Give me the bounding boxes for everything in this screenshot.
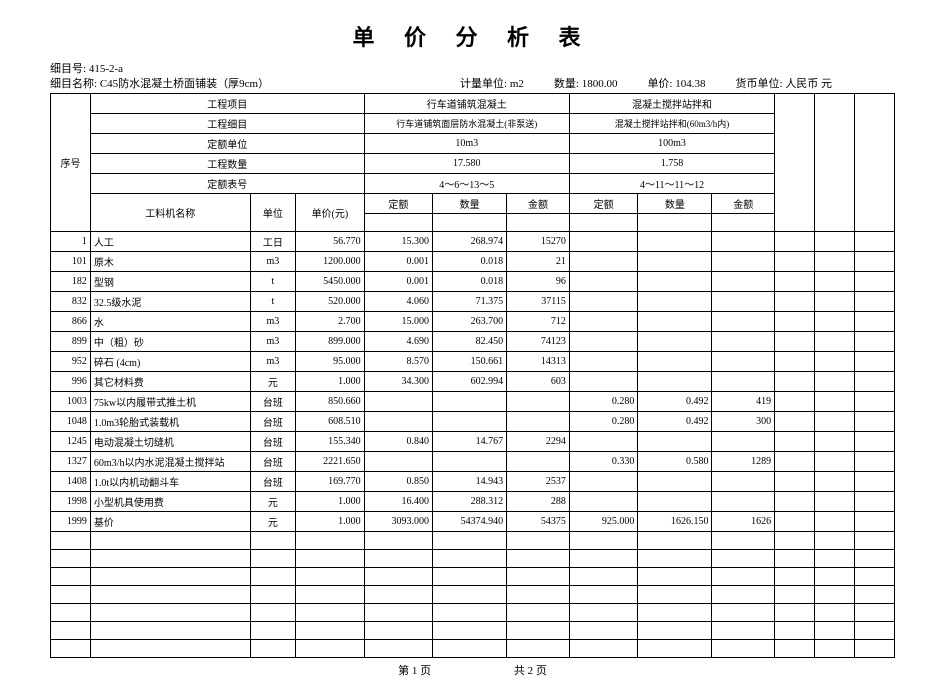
- table-row: [51, 549, 895, 567]
- col2-qty: 1.758: [569, 153, 774, 173]
- project-sub-header: 工程细目: [90, 113, 364, 133]
- page: 单 价 分 析 表 细目号: 415-2-a 细目名称: C45防水混凝土桥面铺…: [0, 0, 945, 669]
- col2-unit: 100m3: [569, 133, 774, 153]
- col2-sub: 混凝土搅拌站拌和(60m3/h内): [569, 113, 774, 133]
- n1-header: 数量: [433, 193, 507, 213]
- table-row: 1998小型机具使用费元1.00016.400288.312288: [51, 491, 895, 511]
- a2-header: 金额: [712, 193, 775, 213]
- seq-header: 序号: [51, 93, 91, 231]
- currency-label: 货币单位: 人民币 元: [736, 77, 833, 92]
- table-row: 182型钢t5450.0000.0010.01896: [51, 271, 895, 291]
- table-row: [51, 531, 895, 549]
- table-row: 866水m32.70015.000263.700712: [51, 311, 895, 331]
- table-row: [51, 585, 895, 603]
- table-row: 899中（粗）砂m3899.0004.69082.45074123: [51, 331, 895, 351]
- project-qty-header: 工程数量: [90, 153, 364, 173]
- table-row: [51, 621, 895, 639]
- table-row: 100375kw以内履带式推土机台班850.6600.2800.492419: [51, 391, 895, 411]
- col2-title: 混凝土搅拌站拌和: [569, 93, 774, 113]
- n2-header: 数量: [638, 193, 712, 213]
- pagination-footer: 第 1 页 共 2 页: [50, 662, 895, 678]
- mat-name-header: 工料机名称: [90, 193, 250, 231]
- analysis-table: 序号 工程项目 行车道铺筑混凝土 混凝土搅拌站拌和 工程细目 行车道铺筑面层防水…: [50, 93, 895, 658]
- meta-block: 细目号: 415-2-a 细目名称: C45防水混凝土桥面铺装（厚9cm） 计量…: [50, 62, 895, 93]
- page-total: 共 2 页: [514, 665, 547, 677]
- table-row: 83232.5级水泥t520.0004.06071.37537115: [51, 291, 895, 311]
- col1-code: 4～6～13～5: [364, 173, 569, 193]
- table-row: 952碎石 (4cm)m395.0008.570150.66114313: [51, 351, 895, 371]
- table-row: [51, 603, 895, 621]
- table-row: 1人工工日56.77015.300268.97415270: [51, 231, 895, 251]
- project-item-header: 工程项目: [90, 93, 364, 113]
- table-row: 132760m3/h以内水泥混凝土搅拌站台班2221.6500.3300.580…: [51, 451, 895, 471]
- qty-label: 数量: 1800.00: [554, 77, 618, 92]
- page-title: 单 价 分 析 表: [50, 20, 895, 52]
- table-row: 1999基价元1.0003093.00054374.94054375925.00…: [51, 511, 895, 531]
- quota-unit-header: 定额单位: [90, 133, 364, 153]
- unit-header: 单位: [250, 193, 296, 231]
- table-row: [51, 639, 895, 657]
- col1-title: 行车道铺筑混凝土: [364, 93, 569, 113]
- quota-no-header: 定额表号: [90, 173, 364, 193]
- name-label: 细目名称: C45防水混凝土桥面铺装（厚9cm）: [50, 77, 430, 92]
- col2-code: 4～11～11～12: [569, 173, 774, 193]
- q2-header: 定额: [569, 193, 637, 213]
- table-row: 996其它材料费元1.00034.300602.994603: [51, 371, 895, 391]
- col1-qty: 17.580: [364, 153, 569, 173]
- unit-price-header: 单价(元): [296, 193, 364, 231]
- unit-label: 计量单位: m2: [460, 77, 524, 92]
- col1-unit: 10m3: [364, 133, 569, 153]
- table-row: 14081.0t以内机动翻斗车台班169.7700.85014.9432537: [51, 471, 895, 491]
- q1-header: 定额: [364, 193, 432, 213]
- price-label: 单价: 104.38: [647, 77, 705, 92]
- table-row: [51, 567, 895, 585]
- a1-header: 金额: [507, 193, 570, 213]
- col1-sub: 行车道铺筑面层防水混凝土(非泵送): [364, 113, 569, 133]
- table-row: 101原木m31200.0000.0010.01821: [51, 251, 895, 271]
- page-current: 第 1 页: [398, 665, 431, 677]
- code-label: 细目号: 415-2-a: [50, 62, 123, 77]
- table-row: 10481.0m3轮胎式装载机台班608.5100.2800.492300: [51, 411, 895, 431]
- table-row: 1245电动混凝土切缝机台班155.3400.84014.7672294: [51, 431, 895, 451]
